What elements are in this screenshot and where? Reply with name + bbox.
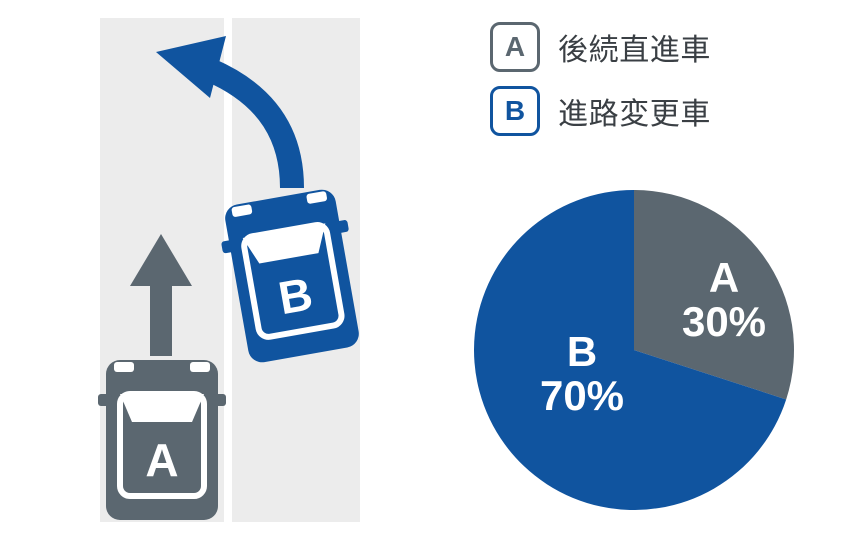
road-diagram: B A bbox=[100, 18, 360, 522]
arrow-lane-change bbox=[156, 36, 292, 188]
legend-badge-a-letter: A bbox=[505, 31, 525, 63]
legend-badge-a: A bbox=[490, 22, 540, 72]
pie-chart: A 30% B 70% bbox=[474, 190, 794, 510]
legend-badge-b-letter: B bbox=[505, 95, 525, 127]
arrow-straight bbox=[130, 234, 192, 356]
vehicle-a-label: A bbox=[145, 434, 178, 486]
legend-row-a: A 後続直進車 bbox=[490, 22, 711, 72]
vehicle-a: A bbox=[98, 360, 226, 520]
figure-root: B A A 後続直進車 B bbox=[0, 0, 852, 540]
legend-badge-b: B bbox=[490, 86, 540, 136]
legend-text-a: 後続直進車 bbox=[558, 25, 711, 69]
legend-row-b: B 進路変更車 bbox=[490, 86, 711, 136]
legend-text-b: 進路変更車 bbox=[558, 89, 711, 133]
legend: A 後続直進車 B 進路変更車 bbox=[490, 22, 711, 150]
road-svg-layer: B A bbox=[100, 18, 360, 522]
vehicle-b: B bbox=[215, 186, 369, 366]
pie-svg bbox=[474, 190, 794, 510]
